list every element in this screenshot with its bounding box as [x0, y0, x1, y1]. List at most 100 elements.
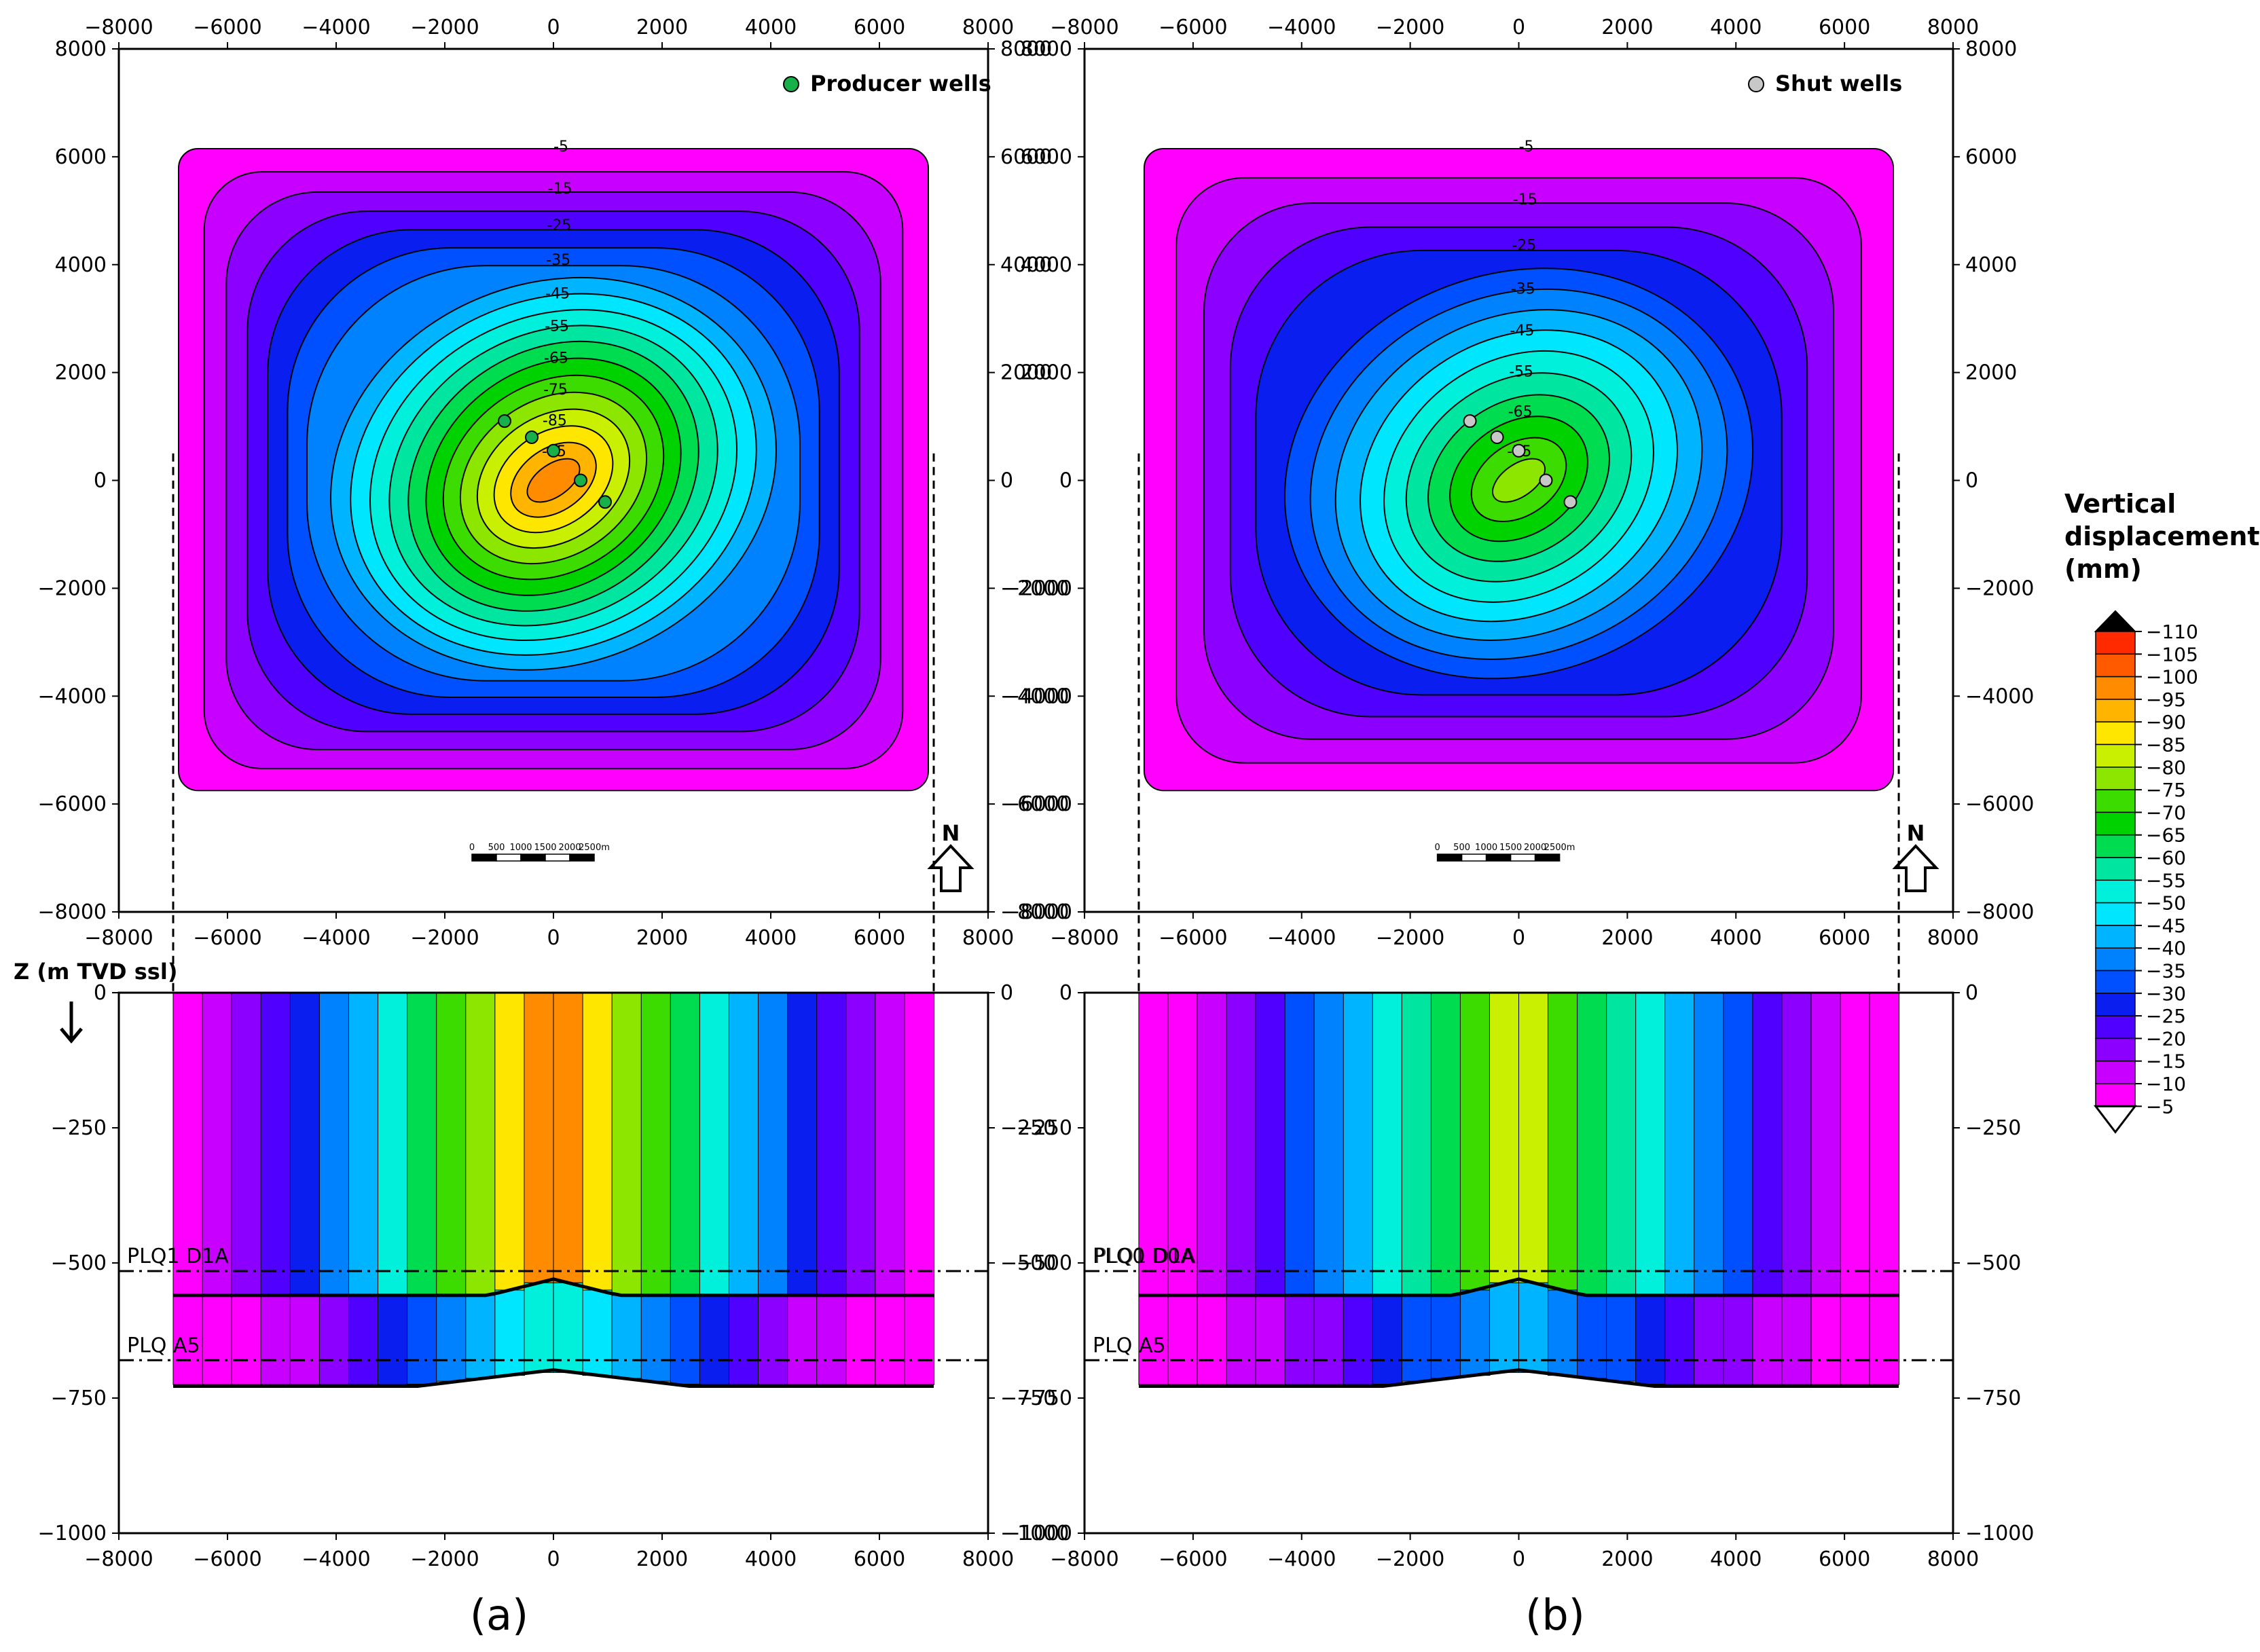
section-band: [172, 1295, 204, 1385]
y-tick-left: 8000: [55, 37, 107, 61]
panel-a: -5-15-25-35-45-55-65-75-85-95Producer we…: [14, 16, 1069, 1640]
contour-band: [526, 458, 581, 503]
colorbar-label: −5: [2146, 1095, 2174, 1118]
x-tick-section: 2000: [1601, 1547, 1653, 1571]
colorbar-swatch: [2095, 767, 2136, 790]
y-tick-right: 0: [1965, 469, 1978, 493]
x-tick-section: −8000: [84, 1547, 153, 1571]
section-band: [378, 992, 408, 1296]
section-band: [1313, 992, 1345, 1296]
x-tick-top: 4000: [1710, 16, 1762, 39]
colorbar-label: −65: [2146, 824, 2186, 847]
scale-segment: [471, 853, 497, 862]
section-view: PLQ1 D1A PLQ A5: [117, 991, 989, 1535]
colorbar-swatch: [2095, 721, 2136, 746]
z-tick-right: −250: [1000, 1116, 1056, 1140]
x-tick-section: 4000: [745, 1547, 797, 1571]
colorbar-swatch: [2095, 857, 2136, 881]
section-band: [1372, 992, 1403, 1296]
reservoir-base-line: [1138, 1368, 1899, 1388]
x-tick-top: −6000: [1159, 16, 1227, 39]
colorbar-label: −10: [2146, 1073, 2186, 1095]
x-tick-top: −8000: [1050, 16, 1118, 39]
section-band: [699, 992, 730, 1296]
x-tick-section: 0: [1512, 1547, 1525, 1571]
z-tick-left: −750: [1017, 1387, 1072, 1410]
legend-label: Producer wells: [810, 71, 991, 96]
section-band: [1840, 992, 1871, 1296]
colorbar-swatch: [2095, 902, 2136, 926]
section-band: [1489, 992, 1520, 1283]
north-label: N: [942, 820, 960, 846]
y-tick-left: 6000: [55, 145, 107, 169]
well-marker: [525, 430, 539, 444]
legend-label: Shut wells: [1775, 71, 1902, 96]
section-band: [1138, 992, 1169, 1296]
colorbar-label: −60: [2146, 847, 2186, 869]
y-tick-left: −2000: [38, 576, 107, 600]
y-tick-right: 6000: [1000, 145, 1052, 169]
x-tick-section: 8000: [1927, 1547, 1979, 1571]
y-tick-left: −4000: [1004, 684, 1072, 708]
map-ticks: −8000−8000−6000−6000−4000−4000−2000−2000…: [1004, 16, 2035, 950]
z-axis-label: Z (m TVD ssl): [14, 959, 177, 985]
scale-label: 2500m: [1544, 843, 1575, 853]
scale-segment: [1485, 853, 1512, 862]
x-tick-bottom: −2000: [1376, 926, 1444, 950]
scale-label: 0: [1434, 843, 1440, 853]
scale-label: 1500: [1499, 843, 1522, 853]
section-band: [1664, 992, 1695, 1296]
y-tick-right: −6000: [1000, 792, 1069, 816]
x-tick-section: −4000: [302, 1547, 370, 1571]
y-tick-right: 0: [1000, 469, 1013, 493]
x-tick-bottom: −8000: [1050, 926, 1118, 950]
colorbar-title: (mm): [2064, 554, 2142, 584]
section-band: [1781, 992, 1812, 1296]
y-tick-right: −6000: [1965, 792, 2034, 816]
section-band: [1752, 992, 1783, 1296]
x-tick-top: 8000: [962, 16, 1014, 39]
scale-label: 1000: [1475, 843, 1497, 853]
section-band: [1284, 1295, 1315, 1385]
section-band: [1723, 992, 1753, 1296]
section-band: [1664, 1295, 1695, 1385]
colorbar-swatch: [2095, 631, 2136, 655]
scale-segment: [569, 853, 595, 862]
scale-segment: [1534, 853, 1561, 862]
section-band: [524, 992, 555, 1283]
colorbar-bottom-triangle: [2093, 1105, 2138, 1134]
x-tick-bottom: −4000: [302, 926, 370, 950]
north-label: N: [1907, 820, 1925, 846]
section-band: [1606, 1295, 1637, 1382]
z-tick-right: −1000: [1965, 1522, 2034, 1545]
x-tick-section: −6000: [1159, 1547, 1227, 1571]
section-band: [318, 1295, 350, 1385]
z-tick-right: −750: [1965, 1387, 2021, 1410]
contour-label: -15: [548, 181, 572, 198]
section-band: [1635, 992, 1666, 1296]
z-tick-right: −750: [1000, 1387, 1056, 1410]
contour-label: -85: [543, 413, 567, 430]
map-ticks: −8000−8000−6000−6000−4000−4000−2000−2000…: [38, 16, 1070, 950]
map-view: -5-15-25-35-45-55-65-75-85-95Producer we…: [117, 48, 991, 913]
section-band: [1197, 992, 1228, 1296]
contour-label: -25: [547, 217, 571, 234]
y-tick-right: 8000: [1965, 37, 2017, 61]
section-band: [231, 992, 262, 1296]
section-band: [699, 1295, 730, 1385]
x-tick-bottom: 8000: [1927, 926, 1979, 950]
section-band: [1284, 992, 1315, 1296]
scale-label: 2000: [558, 843, 581, 853]
x-tick-bottom: −4000: [1267, 926, 1336, 950]
section-band: [318, 992, 350, 1296]
y-tick-left: 0: [1059, 469, 1072, 493]
colorbar-label: −50: [2146, 892, 2186, 915]
scale-label: 500: [1453, 843, 1470, 853]
section-band: [553, 992, 584, 1283]
contour-label: -65: [1508, 404, 1533, 421]
colorbar-label: −80: [2146, 756, 2186, 779]
section-band: [582, 992, 613, 1291]
colorbar-label: −30: [2146, 983, 2186, 1005]
x-tick-section: −4000: [1267, 1547, 1336, 1571]
section-band: [378, 1295, 408, 1385]
